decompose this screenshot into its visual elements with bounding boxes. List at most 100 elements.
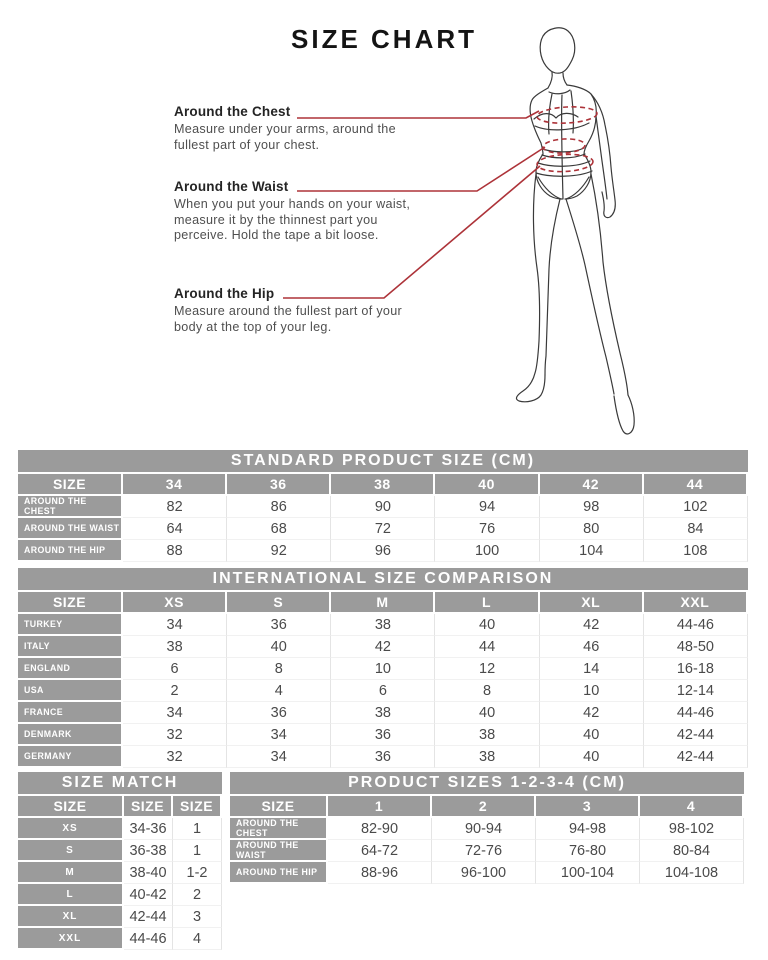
cell-value: 4: [227, 680, 332, 702]
row-label: GERMANY: [18, 746, 123, 768]
cell-value: 34: [227, 746, 332, 768]
row-label: TURKEY: [18, 614, 123, 636]
cell-value: 38: [331, 614, 436, 636]
annotation-chest-body: Measure under your arms, around the full…: [174, 122, 396, 152]
column-header: 1: [328, 796, 432, 818]
column-header: XS: [123, 592, 228, 614]
cell-value: 42: [539, 614, 644, 636]
cell-value: 86: [227, 496, 332, 518]
cell-value: 88-96: [328, 862, 432, 884]
column-header: 34: [123, 474, 228, 496]
cell-value: 94-98: [536, 818, 640, 840]
row-label: FRANCE: [18, 702, 123, 724]
cell-value: 64-72: [328, 840, 432, 862]
cell-value: 2: [123, 680, 228, 702]
cell-value: 68: [227, 518, 332, 540]
product-sizes-table-title: PRODUCT SIZES 1-2-3-4 (CM): [230, 772, 744, 794]
table-grid: SIZE SIZE SIZE XS 34-36 1 S 36-38 1 M 38-40 1-2 L 40-…: [18, 796, 222, 950]
row-label: S: [18, 840, 124, 862]
cell-value: 1: [173, 840, 222, 862]
column-header: 38: [331, 474, 436, 496]
cell-value: 90: [331, 496, 436, 518]
cell-value: 44-46: [643, 702, 748, 724]
row-label: XXL: [18, 928, 124, 950]
page-title: SIZE CHART: [291, 24, 477, 54]
column-header: M: [331, 592, 436, 614]
column-header: XXL: [643, 592, 748, 614]
cell-value: 104: [539, 540, 644, 562]
column-header: S: [227, 592, 332, 614]
column-header: L: [435, 592, 540, 614]
standard-table-title: STANDARD PRODUCT SIZE (CM): [18, 450, 748, 472]
cell-value: 1: [173, 818, 222, 840]
cell-value: 6: [331, 680, 436, 702]
annotation-hip: Around the Hip Measure around the fulles…: [174, 286, 464, 335]
waist-measure-line: [297, 146, 546, 192]
row-label: L: [18, 884, 124, 906]
column-header: 3: [536, 796, 640, 818]
annotation-chest: Around the Chest Measure under your arms…: [174, 104, 464, 153]
cell-value: 98-102: [640, 818, 744, 840]
waist-measure-ellipse: [542, 138, 586, 154]
row-label: ITALY: [18, 636, 123, 658]
cell-value: 10: [331, 658, 436, 680]
international-size-comparison-table: INTERNATIONAL SIZE COMPARISON SIZE XS S M L XL…: [18, 568, 748, 768]
hip-measure-line: [283, 165, 541, 299]
cell-value: 80-84: [640, 840, 744, 862]
cell-value: 72-76: [432, 840, 536, 862]
row-label: AROUND THE WAIST: [18, 518, 123, 540]
cell-value: 76: [435, 518, 540, 540]
cell-value: 8: [435, 680, 540, 702]
row-label: AROUND THE HIP: [230, 862, 328, 884]
column-header: 42: [539, 474, 644, 496]
cell-value: 4: [173, 928, 222, 950]
chest-measure-line: [297, 110, 540, 119]
annotation-waist: Around the Waist When you put your hands…: [174, 179, 464, 244]
column-header: 40: [435, 474, 540, 496]
cell-value: 34: [123, 702, 228, 724]
table-grid: SIZE 1 2 3 4 AROUND THE CHEST 82-90 90-94 94-98 9…: [230, 796, 744, 884]
size-guide-illustration: [283, 27, 635, 435]
column-header: XL: [539, 592, 644, 614]
column-header: SIZE: [18, 592, 123, 614]
cell-value: 96-100: [432, 862, 536, 884]
cell-value: 40: [539, 746, 644, 768]
cell-value: 84: [643, 518, 748, 540]
cell-value: 16-18: [643, 658, 748, 680]
annotation-waist-title: Around the Waist: [174, 179, 289, 194]
column-header: 44: [643, 474, 748, 496]
cell-value: 92: [227, 540, 332, 562]
cell-value: 36: [331, 746, 436, 768]
cell-value: 46: [539, 636, 644, 658]
cell-value: 1-2: [173, 862, 222, 884]
annotation-chest-title: Around the Chest: [174, 104, 291, 119]
cell-value: 100-104: [536, 862, 640, 884]
cell-value: 40-42: [124, 884, 173, 906]
cell-value: 36-38: [124, 840, 173, 862]
fashion-figure-sketch: [515, 27, 635, 435]
cell-value: 32: [123, 746, 228, 768]
cell-value: 82: [123, 496, 228, 518]
row-label: AROUND THE CHEST: [230, 818, 328, 840]
cell-value: 38: [123, 636, 228, 658]
column-header: SIZE: [18, 474, 123, 496]
cell-value: 2: [173, 884, 222, 906]
row-label: XL: [18, 906, 124, 928]
cell-value: 40: [539, 724, 644, 746]
row-label: DENMARK: [18, 724, 123, 746]
row-label: M: [18, 862, 124, 884]
cell-value: 40: [435, 702, 540, 724]
cell-value: 90-94: [432, 818, 536, 840]
cell-value: 88: [123, 540, 228, 562]
cell-value: 44-46: [643, 614, 748, 636]
size-match-table-title: SIZE MATCH: [18, 772, 222, 794]
cell-value: 64: [123, 518, 228, 540]
cell-value: 38-40: [124, 862, 173, 884]
column-header: 36: [227, 474, 332, 496]
cell-value: 12: [435, 658, 540, 680]
row-label: ENGLAND: [18, 658, 123, 680]
product-sizes-table: PRODUCT SIZES 1-2-3-4 (CM) SIZE 1 2 3 4 AROUND…: [230, 772, 744, 884]
cell-value: 10: [539, 680, 644, 702]
cell-value: 94: [435, 496, 540, 518]
cell-value: 42-44: [643, 724, 748, 746]
